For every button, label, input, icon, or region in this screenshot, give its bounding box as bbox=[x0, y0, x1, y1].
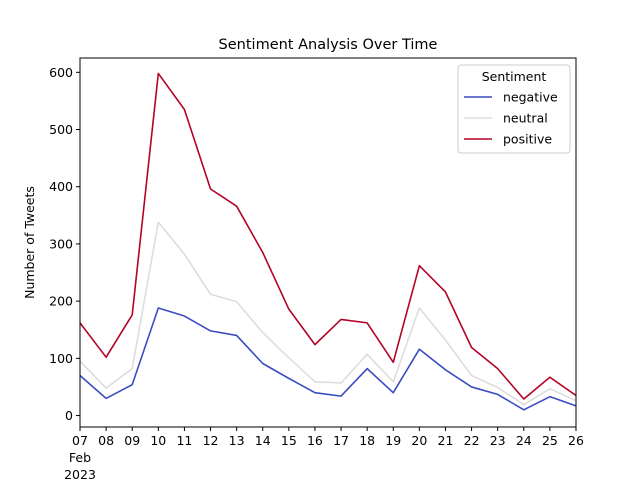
legend: Sentiment negative neutral positive bbox=[457, 64, 571, 154]
x-year-label: 2023 bbox=[64, 467, 96, 480]
x-tick-label: 10 bbox=[150, 433, 166, 448]
series-line-negative bbox=[79, 307, 577, 411]
x-tick-label: 21 bbox=[438, 433, 454, 448]
x-axis: 07 08 09 10 11 12 13 14 15 16 17 18 19 20 21 22 23 24 25 26 bbox=[72, 427, 584, 448]
x-tick-label: 16 bbox=[307, 433, 323, 448]
series-line-neutral bbox=[79, 221, 577, 406]
plot-lines bbox=[79, 72, 577, 411]
y-tick-label: 200 bbox=[49, 294, 73, 309]
chart-title: Sentiment Analysis Over Time bbox=[219, 37, 438, 53]
x-tick-label: 12 bbox=[203, 433, 219, 448]
x-tick-label: 22 bbox=[464, 433, 480, 448]
x-tick-label: 20 bbox=[411, 433, 427, 448]
x-tick-label: 18 bbox=[359, 433, 375, 448]
y-axis: 0 100 200 300 400 500 600 bbox=[49, 65, 80, 423]
x-tick-label: 23 bbox=[490, 433, 506, 448]
legend-title: Sentiment bbox=[482, 69, 547, 84]
y-tick-label: 400 bbox=[49, 179, 73, 194]
series-line-positive bbox=[79, 72, 577, 400]
y-tick-label: 300 bbox=[49, 236, 73, 251]
legend-label-neutral: neutral bbox=[503, 111, 548, 126]
y-tick-label: 0 bbox=[65, 408, 73, 423]
x-tick-label: 15 bbox=[281, 433, 297, 448]
x-tick-label: 25 bbox=[542, 433, 558, 448]
x-month-label: Feb bbox=[69, 450, 91, 465]
y-axis-label: Number of Tweets bbox=[22, 186, 37, 299]
legend-label-negative: negative bbox=[503, 90, 558, 105]
x-tick-label: 11 bbox=[176, 433, 192, 448]
legend-box bbox=[457, 64, 571, 154]
x-tick-label: 09 bbox=[124, 433, 140, 448]
y-tick-label: 100 bbox=[49, 351, 73, 366]
y-tick-label: 600 bbox=[49, 65, 73, 80]
x-tick-label: 13 bbox=[229, 433, 245, 448]
x-tick-label: 26 bbox=[568, 433, 584, 448]
x-tick-label: 08 bbox=[98, 433, 114, 448]
x-tick-label: 19 bbox=[385, 433, 401, 448]
x-tick-label: 14 bbox=[255, 433, 271, 448]
plot-area-frame bbox=[79, 57, 577, 428]
legend-label-positive: positive bbox=[503, 132, 552, 147]
x-tick-label: 07 bbox=[72, 433, 88, 448]
y-tick-label: 500 bbox=[49, 122, 73, 137]
x-tick-label: 17 bbox=[333, 433, 349, 448]
x-tick-label: 24 bbox=[516, 433, 532, 448]
